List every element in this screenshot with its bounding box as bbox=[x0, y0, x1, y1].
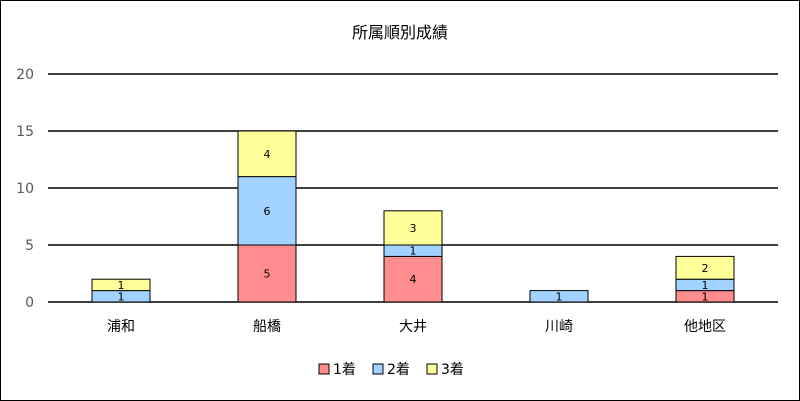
data-label: 6 bbox=[264, 205, 271, 218]
data-label: 4 bbox=[410, 273, 417, 286]
y-tick-label: 0 bbox=[25, 295, 34, 311]
bar-segment-2 bbox=[237, 176, 297, 246]
y-tick-label: 5 bbox=[25, 238, 34, 254]
legend-label-2: 2着 bbox=[387, 362, 410, 378]
x-tick-label: 大井 bbox=[399, 319, 427, 335]
x-tick-label: 船橋 bbox=[253, 319, 281, 335]
legend-label-1: 1着 bbox=[333, 362, 356, 378]
x-tick-label: 浦和 bbox=[107, 319, 135, 335]
x-axis-ticks: 浦和 船橋 大井 川崎 他地区 bbox=[107, 319, 726, 335]
y-tick-label: 20 bbox=[16, 67, 34, 83]
data-label: 2 bbox=[702, 262, 709, 275]
bar-segment-2 bbox=[529, 290, 589, 303]
legend-swatch-1 bbox=[318, 363, 330, 375]
bar-segment-3 bbox=[383, 210, 443, 246]
x-tick-label: 他地区 bbox=[684, 319, 726, 335]
data-label: 1 bbox=[118, 290, 125, 303]
y-tick-label: 15 bbox=[16, 124, 34, 140]
bar-segment-3 bbox=[237, 130, 297, 178]
y-axis-ticks: 0 5 10 15 20 bbox=[16, 67, 34, 311]
data-label: 5 bbox=[264, 268, 271, 281]
data-label: 1 bbox=[702, 279, 709, 292]
bar-segment-3 bbox=[91, 278, 151, 292]
data-label: 1 bbox=[556, 290, 563, 303]
data-label: 1 bbox=[118, 279, 125, 292]
legend: 1着 2着 3着 bbox=[318, 362, 464, 378]
data-label: 1 bbox=[410, 245, 417, 258]
bar-segment-3 bbox=[675, 255, 735, 280]
chart-title: 所属順別成績 bbox=[352, 23, 448, 42]
data-label: 4 bbox=[264, 148, 271, 161]
y-tick-label: 10 bbox=[16, 181, 34, 197]
x-tick-label: 川崎 bbox=[545, 319, 573, 335]
legend-swatch-2 bbox=[372, 363, 384, 375]
data-label: 1 bbox=[702, 290, 709, 303]
data-label: 3 bbox=[410, 222, 417, 235]
legend-swatch-3 bbox=[426, 363, 438, 375]
legend-label-3: 3着 bbox=[441, 362, 464, 378]
bar-segment-1 bbox=[383, 255, 443, 303]
